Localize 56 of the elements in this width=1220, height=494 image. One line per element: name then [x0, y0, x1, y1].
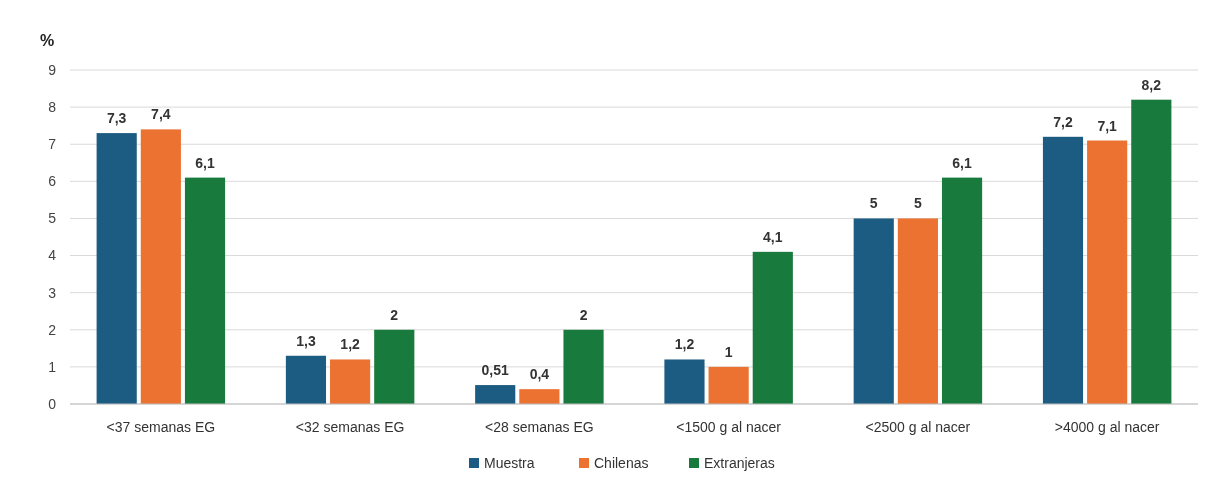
bar — [1131, 99, 1172, 404]
bar — [752, 251, 793, 404]
data-label: 7,3 — [106, 110, 127, 127]
x-tick-label: <32 semanas EG — [295, 419, 405, 435]
data-label: 8,2 — [1141, 76, 1162, 93]
y-tick-label: 1 — [48, 358, 57, 375]
bar — [563, 329, 604, 404]
data-label: 7,2 — [1053, 113, 1073, 130]
x-tick-label: <28 semanas EG — [485, 419, 594, 435]
data-label: 1 — [724, 343, 733, 360]
bar — [519, 389, 560, 404]
data-label: 5 — [913, 195, 922, 212]
data-label: 7,1 — [1097, 117, 1118, 134]
data-label: 1,2 — [674, 336, 695, 353]
x-tick-label: <2500 g al nacer — [865, 419, 971, 435]
data-label: 6,1 — [195, 154, 215, 171]
data-label: 0,4 — [529, 366, 550, 383]
bar — [285, 355, 327, 404]
y-tick-label: 9 — [48, 61, 57, 78]
y-tick-label: 0 — [48, 395, 57, 412]
bar — [184, 177, 226, 404]
bar — [96, 133, 137, 404]
y-tick-label: 6 — [48, 173, 57, 190]
y-tick-label: 2 — [48, 321, 57, 338]
bar — [941, 177, 983, 404]
y-tick-label: 8 — [48, 99, 57, 116]
data-label: 2 — [579, 306, 588, 323]
bar — [475, 385, 516, 404]
bar — [708, 366, 749, 404]
data-label: 4,1 — [763, 228, 783, 245]
x-tick-label: <1500 g al nacer — [676, 419, 782, 435]
legend-label: Muestra — [484, 455, 535, 471]
data-label: 1,3 — [296, 332, 316, 349]
bar — [374, 329, 415, 404]
y-axis-title: % — [40, 32, 55, 49]
y-tick-label: 4 — [48, 247, 57, 264]
x-tick-label: >4000 g al nacer — [1054, 419, 1160, 435]
data-label: 6,1 — [952, 154, 972, 171]
y-tick-label: 7 — [48, 136, 57, 153]
bar — [140, 129, 181, 404]
data-label: 7,4 — [151, 106, 171, 123]
bar — [897, 218, 938, 404]
bar — [1087, 140, 1128, 404]
bar — [1042, 136, 1084, 404]
data-label: 2 — [390, 306, 399, 323]
bar — [664, 359, 705, 404]
data-label: 0,51 — [481, 362, 510, 379]
data-label: 5 — [869, 195, 878, 212]
x-tick-label: <37 semanas EG — [106, 419, 216, 435]
bar — [853, 218, 894, 404]
y-tick-label: 3 — [48, 284, 57, 301]
bar — [330, 359, 371, 404]
legend-label: Extranjeras — [704, 455, 775, 471]
legend-label: Chilenas — [594, 455, 649, 471]
y-tick-label: 5 — [48, 210, 57, 227]
data-label: 1,2 — [340, 336, 361, 353]
